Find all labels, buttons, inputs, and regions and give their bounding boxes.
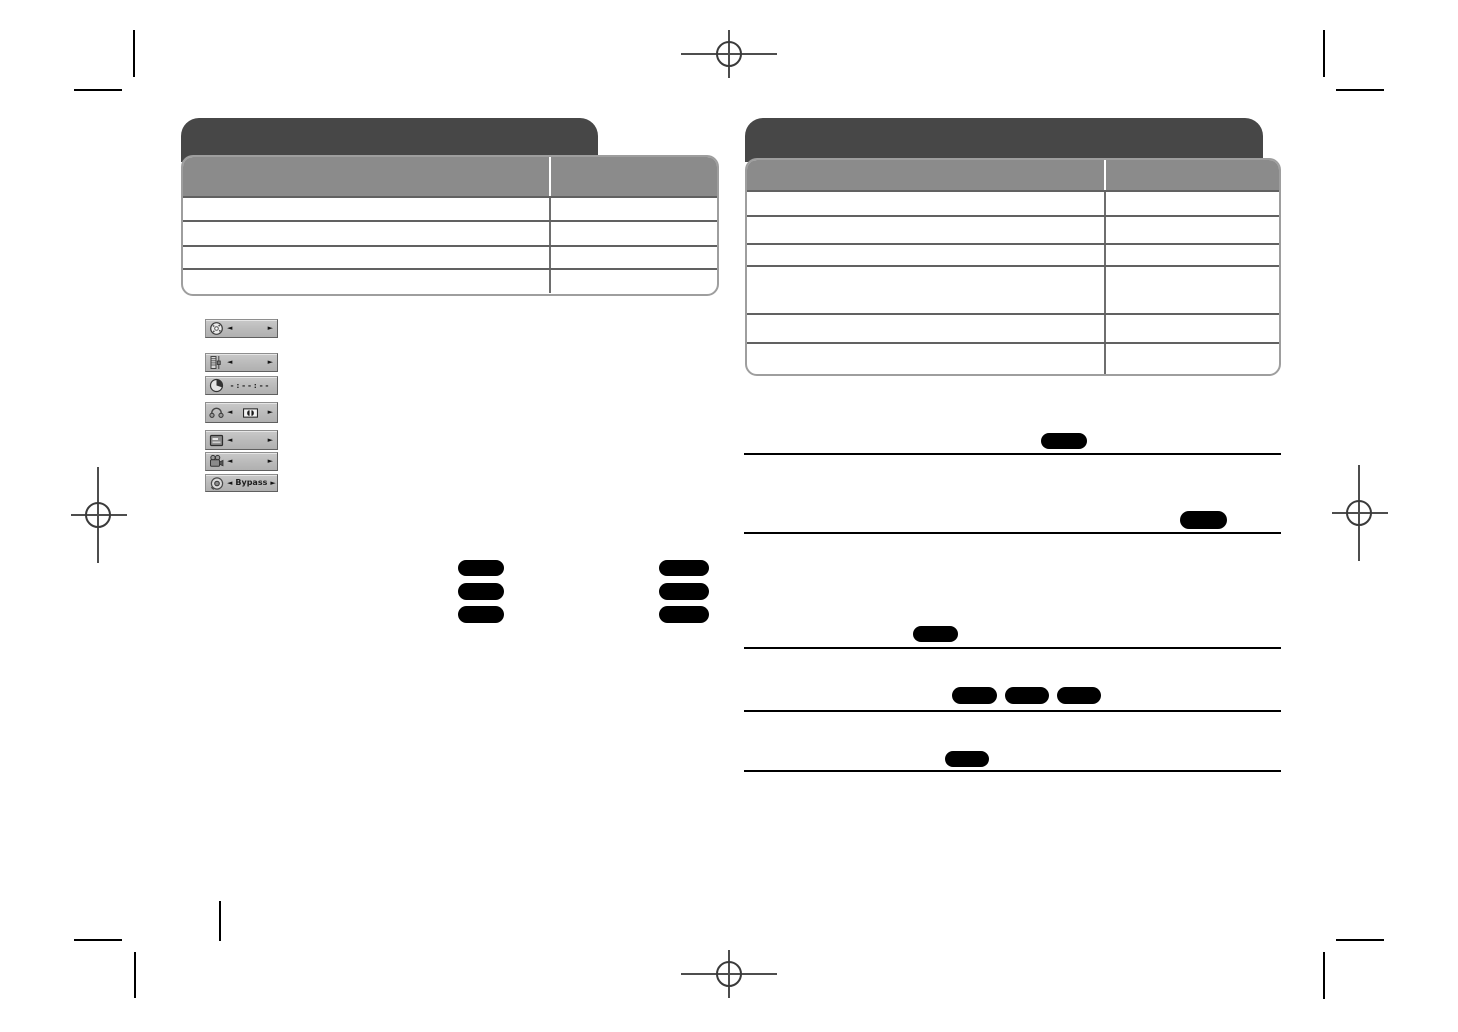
chapter-slider-icon xyxy=(209,355,224,370)
table-cell xyxy=(747,267,1106,313)
table-header-cell xyxy=(1106,160,1279,190)
table-cell xyxy=(1106,344,1279,374)
redacted-button-pill xyxy=(458,583,504,600)
table-row xyxy=(747,215,1279,243)
crop-mark xyxy=(1336,89,1384,91)
subtitle-icon xyxy=(209,433,224,448)
speaker-icon xyxy=(209,476,224,491)
osd-bar-audio: ◄ ► xyxy=(205,402,278,423)
separator-line xyxy=(744,770,1281,772)
table-cell xyxy=(747,344,1106,374)
osd-bar-title: ◄ ► xyxy=(205,319,278,338)
osd-bar-chapter: ◄ ► xyxy=(205,353,278,372)
table-header-cell xyxy=(183,157,551,196)
separator-line xyxy=(744,532,1281,534)
redacted-button-pill xyxy=(659,560,709,576)
osd-bar-subtitle: ◄ ► xyxy=(205,430,278,450)
arrow-left-icon: ◄ xyxy=(227,358,233,366)
table-header-row xyxy=(747,160,1279,190)
table-row xyxy=(183,268,717,293)
redacted-button-pill xyxy=(1057,687,1101,704)
table-row xyxy=(747,313,1279,342)
table-row xyxy=(183,196,717,220)
left-section-heading-bar xyxy=(181,118,598,162)
redacted-button-pill xyxy=(952,687,997,704)
crop-mark xyxy=(74,89,122,91)
table-header-cell xyxy=(551,157,717,196)
crop-mark xyxy=(74,939,122,941)
redacted-button-pill xyxy=(945,751,989,767)
table-cell xyxy=(1106,192,1279,215)
arrow-left-icon: ◄ xyxy=(227,457,233,465)
table-cell xyxy=(1106,315,1279,342)
right-table xyxy=(745,158,1281,376)
table-cell xyxy=(551,270,717,293)
disc-icon xyxy=(209,321,224,336)
arrow-right-icon: ► xyxy=(270,478,276,487)
separator-line xyxy=(744,453,1281,455)
separator-line xyxy=(744,710,1281,712)
osd-sound-mode: Bypass xyxy=(235,478,268,487)
table-row xyxy=(183,220,717,245)
table-cell xyxy=(551,198,717,220)
redacted-button-pill xyxy=(1041,433,1087,449)
table-row xyxy=(747,243,1279,265)
osd-bar-time: -:--:-- xyxy=(205,376,278,395)
arrow-left-icon: ◄ xyxy=(227,435,233,444)
osd-audio-format xyxy=(235,407,264,418)
table-cell xyxy=(551,222,717,245)
arrow-left-icon: ◄ xyxy=(227,408,233,416)
arrow-right-icon: ► xyxy=(267,457,273,465)
osd-bar-sound: ◄ Bypass ► xyxy=(205,474,278,492)
table-cell xyxy=(1106,217,1279,243)
redacted-button-pill xyxy=(458,606,504,623)
crop-mark xyxy=(133,30,135,77)
table-row xyxy=(747,342,1279,374)
arrow-left-icon: ◄ xyxy=(227,478,233,487)
table-cell xyxy=(183,198,551,220)
table-header-row xyxy=(183,157,717,196)
right-section-heading-bar xyxy=(745,118,1263,162)
dolby-digital-icon xyxy=(242,407,258,418)
osd-time-value: -:--:-- xyxy=(229,380,271,390)
redacted-button-pill xyxy=(659,606,709,623)
table-cell xyxy=(747,217,1106,243)
table-cell xyxy=(183,222,551,245)
crop-mark xyxy=(1323,30,1325,77)
left-table xyxy=(181,155,719,296)
table-row xyxy=(747,190,1279,215)
camcorder-icon xyxy=(209,454,224,469)
headphones-icon xyxy=(209,405,224,420)
table-cell xyxy=(183,270,551,293)
arrow-left-icon: ◄ xyxy=(227,324,233,332)
osd-bar-angle: ◄ ► xyxy=(205,452,278,471)
table-cell xyxy=(1106,245,1279,265)
arrow-right-icon: ► xyxy=(267,358,273,366)
arrow-right-icon: ► xyxy=(267,324,273,332)
separator-line xyxy=(744,647,1281,649)
fold-mark xyxy=(219,901,221,941)
table-row xyxy=(183,245,717,268)
redacted-button-pill xyxy=(458,560,504,576)
redacted-button-pill xyxy=(913,626,958,642)
table-row xyxy=(747,265,1279,313)
table-cell xyxy=(551,247,717,268)
redacted-button-pill xyxy=(1180,511,1227,529)
arrow-right-icon: ► xyxy=(267,435,273,444)
table-cell xyxy=(1106,267,1279,313)
redacted-button-pill xyxy=(659,583,709,600)
arrow-right-icon: ► xyxy=(267,408,273,416)
table-cell xyxy=(747,315,1106,342)
table-cell xyxy=(183,247,551,268)
table-header-cell xyxy=(747,160,1106,190)
table-cell xyxy=(747,192,1106,215)
crop-mark xyxy=(1323,952,1325,999)
redacted-button-pill xyxy=(1005,687,1049,704)
clock-icon xyxy=(209,378,224,393)
table-cell xyxy=(747,245,1106,265)
crop-mark xyxy=(134,952,136,998)
crop-mark xyxy=(1336,939,1384,941)
